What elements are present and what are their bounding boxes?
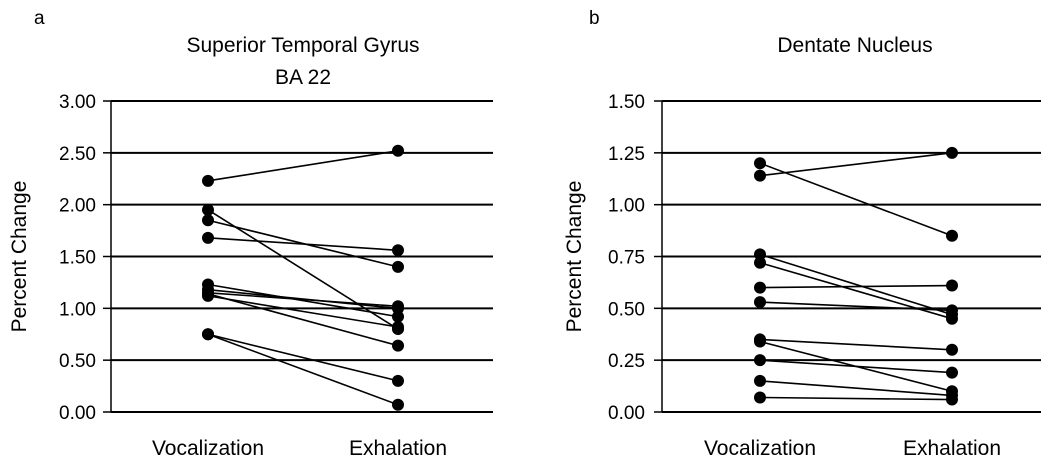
data-point <box>754 281 766 294</box>
data-point <box>392 339 404 352</box>
series-line <box>207 293 399 347</box>
series-line <box>759 162 953 237</box>
data-point <box>946 304 958 317</box>
data-point <box>202 174 214 187</box>
x-category-label: Exhalation <box>903 437 1001 460</box>
data-point <box>754 248 766 261</box>
panel-letter: a <box>34 8 45 29</box>
data-point <box>754 256 766 269</box>
series-line <box>207 333 399 406</box>
x-category-label: Vocalization <box>704 437 816 460</box>
panel-letter: b <box>589 8 600 29</box>
series-line <box>207 283 399 318</box>
y-tick-label: 0.75 <box>608 248 645 269</box>
y-tick-label: 1.00 <box>608 196 645 217</box>
data-point <box>392 300 404 313</box>
x-category-label: Vocalization <box>152 437 264 460</box>
data-point <box>392 244 404 257</box>
chart-title: Dentate Nucleus <box>777 34 932 57</box>
y-tick-label: 1.00 <box>59 299 96 320</box>
series-line <box>207 149 399 182</box>
series-line <box>207 237 399 252</box>
data-point <box>202 287 214 300</box>
y-axis-label: Percent Change <box>8 181 31 333</box>
data-point <box>754 374 766 387</box>
data-point <box>392 260 404 273</box>
data-point <box>946 146 958 159</box>
chart-subtitle: BA 22 <box>275 66 331 89</box>
series-line <box>759 284 953 289</box>
chart-title: Superior Temporal Gyrus <box>186 34 419 57</box>
y-tick-label: 1.25 <box>608 144 645 165</box>
data-point <box>754 354 766 367</box>
data-point <box>202 214 214 227</box>
series-line <box>207 333 399 382</box>
y-tick-label: 1.50 <box>59 248 96 269</box>
data-point <box>392 310 404 323</box>
data-point <box>754 335 766 348</box>
y-tick-label: 0.00 <box>59 403 96 424</box>
data-point <box>754 391 766 404</box>
data-point <box>946 229 958 242</box>
y-axis-label: Percent Change <box>563 181 586 333</box>
y-tick-label: 0.00 <box>608 403 645 424</box>
series-line <box>759 380 953 397</box>
series-line <box>759 253 953 316</box>
data-point <box>946 393 958 406</box>
data-point <box>946 366 958 379</box>
data-point <box>946 312 958 325</box>
y-tick-label: 2.50 <box>59 144 96 165</box>
data-point <box>946 343 958 356</box>
data-point <box>754 296 766 309</box>
data-point <box>392 144 404 157</box>
data-point <box>946 279 958 292</box>
data-point <box>202 231 214 244</box>
series-line <box>759 301 953 312</box>
data-point <box>202 203 214 216</box>
series-line <box>759 359 953 374</box>
x-category-label: Exhalation <box>349 437 447 460</box>
series-line <box>207 295 399 328</box>
data-point <box>202 328 214 341</box>
series-line <box>207 291 399 308</box>
data-point <box>392 398 404 411</box>
y-tick-label: 1.50 <box>608 92 645 113</box>
y-tick-label: 2.00 <box>59 196 96 217</box>
series-line <box>207 209 399 330</box>
data-point <box>754 169 766 182</box>
series-line <box>759 338 953 351</box>
y-tick-label: 0.25 <box>608 351 645 372</box>
series-line <box>759 261 953 320</box>
y-tick-label: 0.50 <box>608 299 645 320</box>
data-point <box>754 157 766 170</box>
series-line <box>759 396 953 401</box>
data-point <box>392 320 404 333</box>
data-point <box>392 374 404 387</box>
y-tick-label: 0.50 <box>59 351 96 372</box>
series-line <box>759 152 953 177</box>
y-tick-label: 3.00 <box>59 92 96 113</box>
